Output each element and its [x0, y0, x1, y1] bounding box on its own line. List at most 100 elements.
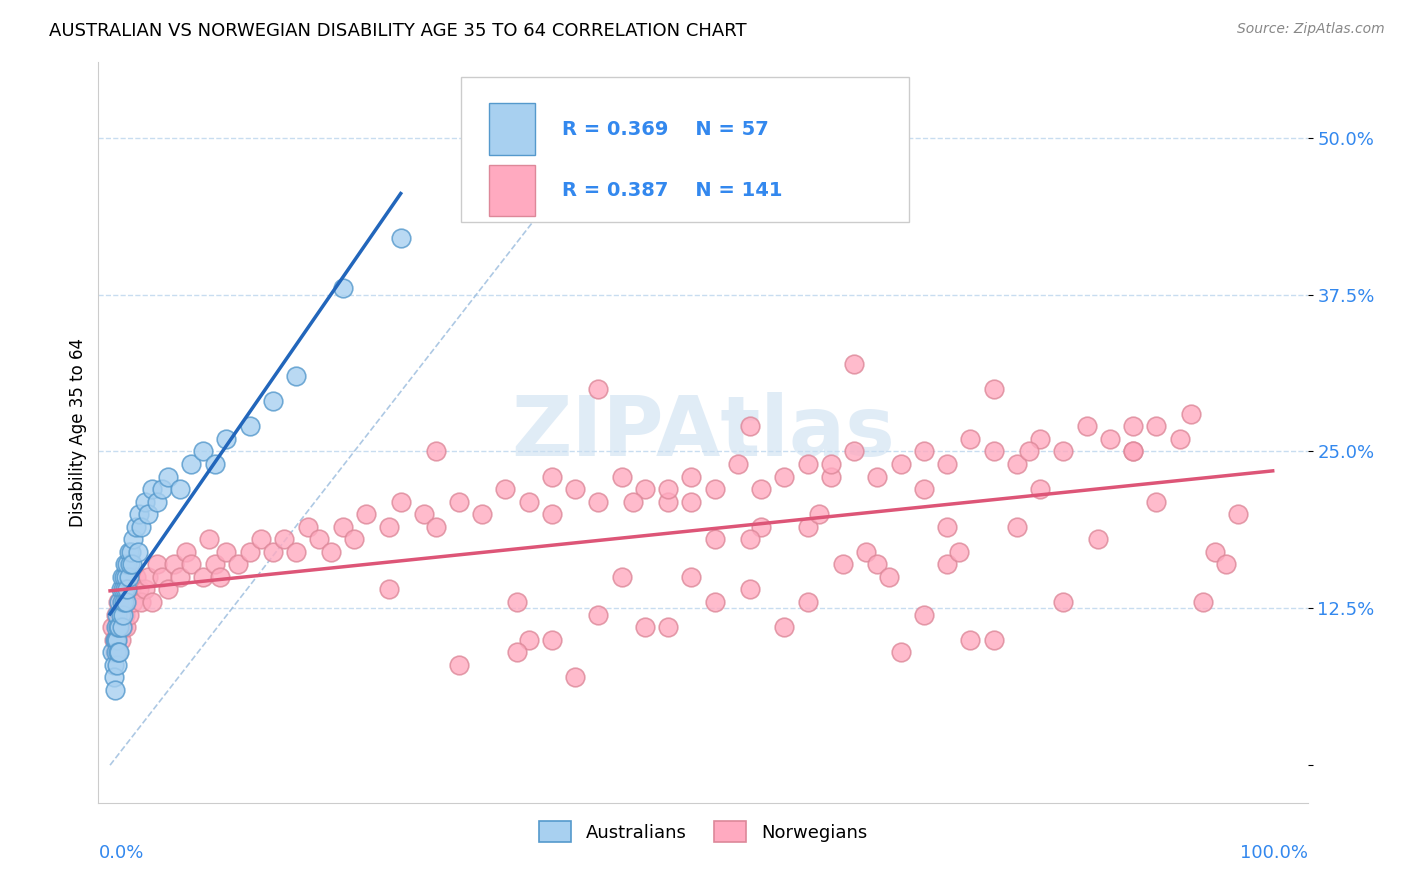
Point — [319, 545, 342, 559]
Point — [131, 595, 153, 609]
Point — [738, 582, 761, 597]
Point — [118, 558, 141, 572]
Point — [105, 657, 128, 672]
Point — [1005, 520, 1028, 534]
Point — [1029, 482, 1052, 496]
Point — [138, 570, 160, 584]
FancyBboxPatch shape — [489, 165, 534, 217]
Point — [115, 570, 138, 584]
Text: R = 0.369    N = 57: R = 0.369 N = 57 — [561, 120, 768, 138]
Point — [831, 558, 853, 572]
Point — [866, 469, 889, 483]
Point — [107, 595, 129, 609]
Point — [108, 607, 131, 622]
Legend: Australians, Norwegians: Australians, Norwegians — [531, 814, 875, 849]
Point — [141, 482, 163, 496]
Point — [844, 357, 866, 371]
Point — [389, 231, 412, 245]
Point — [110, 582, 132, 597]
Point — [150, 570, 173, 584]
Point — [657, 620, 679, 634]
Y-axis label: Disability Age 35 to 64: Disability Age 35 to 64 — [69, 338, 87, 527]
Point — [936, 457, 959, 471]
Point — [308, 533, 330, 547]
Point — [157, 582, 180, 597]
Point — [749, 520, 772, 534]
Point — [425, 444, 447, 458]
Point — [866, 558, 889, 572]
Point — [1052, 444, 1074, 458]
Point — [145, 558, 167, 572]
Point — [138, 507, 160, 521]
Point — [169, 482, 191, 496]
Point — [540, 469, 562, 483]
Point — [983, 632, 1005, 647]
Point — [111, 570, 134, 584]
Point — [117, 582, 139, 597]
Point — [936, 558, 959, 572]
Point — [297, 520, 319, 534]
Point — [174, 545, 197, 559]
Point — [198, 533, 221, 547]
Point — [948, 545, 970, 559]
Point — [110, 632, 132, 647]
Point — [215, 545, 238, 559]
Point — [103, 632, 125, 647]
Point — [877, 570, 900, 584]
Point — [117, 595, 139, 609]
Point — [108, 620, 131, 634]
Point — [104, 620, 127, 634]
Point — [621, 494, 644, 508]
Point — [118, 570, 141, 584]
Point — [112, 595, 135, 609]
Point — [506, 645, 529, 659]
Point — [820, 469, 842, 483]
Point — [796, 520, 818, 534]
Point — [105, 620, 128, 634]
Text: Source: ZipAtlas.com: Source: ZipAtlas.com — [1237, 22, 1385, 37]
Point — [494, 482, 516, 496]
Point — [122, 533, 145, 547]
Point — [215, 432, 238, 446]
Point — [163, 558, 186, 572]
Point — [124, 520, 146, 534]
Point — [150, 482, 173, 496]
Point — [104, 632, 127, 647]
Point — [959, 432, 981, 446]
Point — [104, 645, 127, 659]
Point — [121, 558, 143, 572]
Point — [912, 607, 935, 622]
Point — [104, 632, 127, 647]
Point — [107, 645, 129, 659]
Point — [111, 595, 134, 609]
Point — [332, 281, 354, 295]
Point — [1144, 419, 1167, 434]
Point — [108, 595, 131, 609]
Point — [1226, 507, 1249, 521]
Point — [226, 558, 249, 572]
Point — [131, 520, 153, 534]
Point — [1168, 432, 1191, 446]
Point — [250, 533, 273, 547]
Point — [239, 419, 262, 434]
Point — [1144, 494, 1167, 508]
Point — [141, 595, 163, 609]
Point — [703, 533, 725, 547]
Point — [890, 457, 912, 471]
Point — [1215, 558, 1237, 572]
Point — [738, 419, 761, 434]
Point — [191, 444, 214, 458]
Point — [855, 545, 877, 559]
Point — [773, 620, 796, 634]
Point — [610, 570, 633, 584]
Point — [1052, 595, 1074, 609]
Point — [101, 620, 124, 634]
Point — [101, 645, 124, 659]
Point — [983, 382, 1005, 396]
Point — [285, 545, 308, 559]
Point — [1029, 432, 1052, 446]
Point — [332, 520, 354, 534]
Point — [506, 595, 529, 609]
Point — [104, 645, 127, 659]
Point — [1192, 595, 1215, 609]
